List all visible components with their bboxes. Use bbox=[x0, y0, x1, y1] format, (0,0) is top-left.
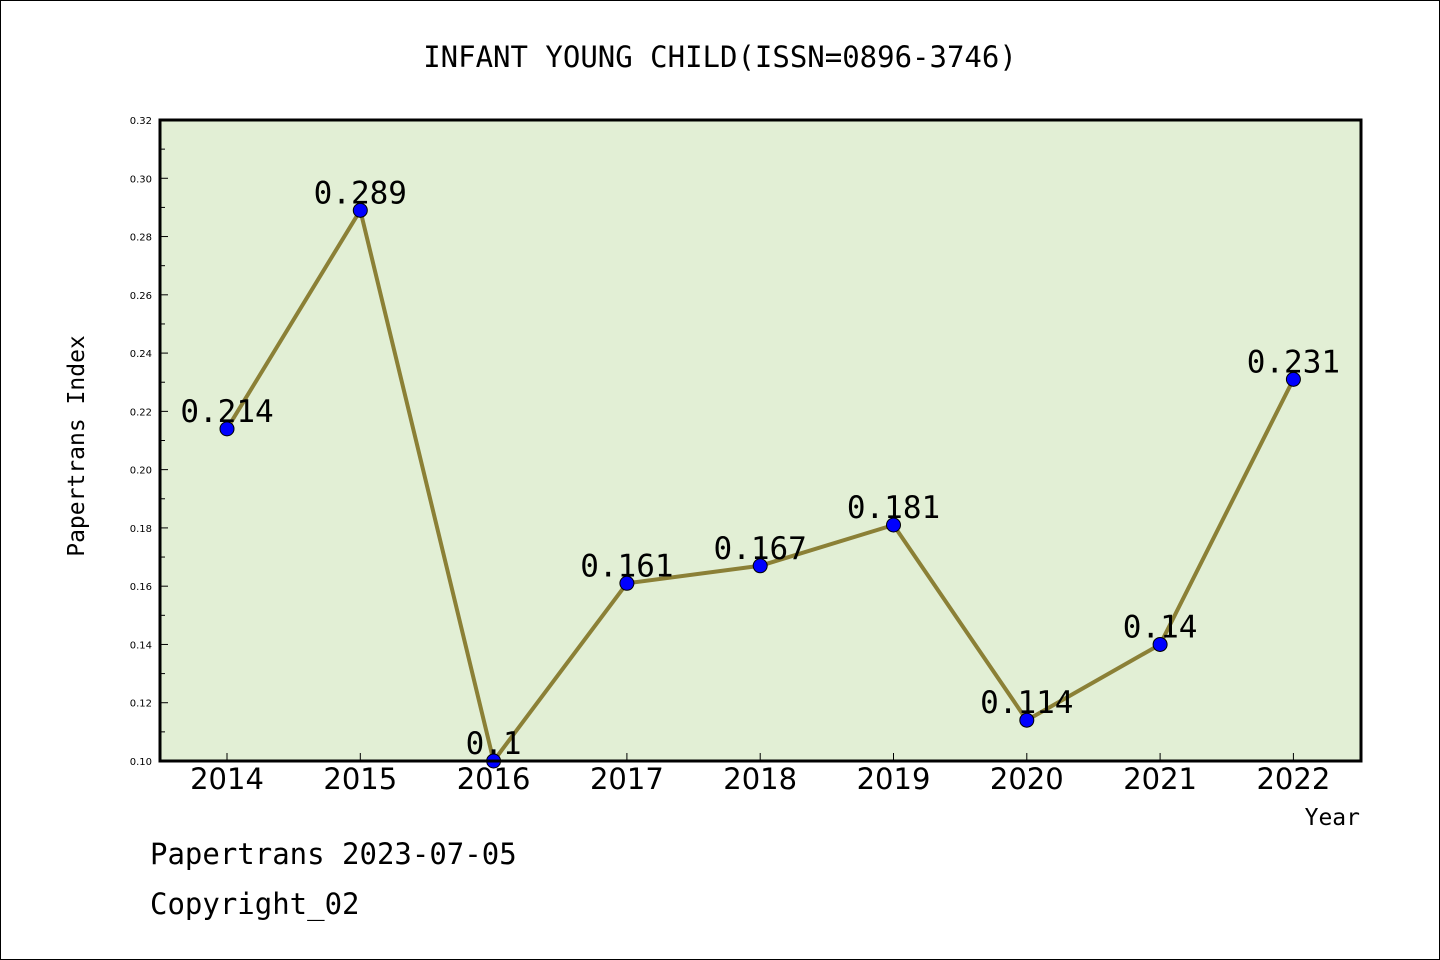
data-label: 0.231 bbox=[1247, 344, 1340, 380]
x-tick-label: 2021 bbox=[1123, 762, 1197, 796]
chart-title: INFANT YOUNG CHILD(ISSN=0896-3746) bbox=[423, 40, 1017, 74]
footer-date: Papertrans 2023-07-05 bbox=[150, 837, 517, 871]
plot-border bbox=[158, 118, 1363, 763]
data-label: 0.1 bbox=[466, 726, 522, 762]
data-label: 0.214 bbox=[180, 394, 273, 430]
x-tick-label: 2015 bbox=[323, 762, 397, 796]
x-tick-label: 2019 bbox=[857, 762, 931, 796]
plot-area bbox=[160, 120, 1361, 761]
data-point bbox=[1019, 712, 1035, 728]
data-point bbox=[352, 202, 368, 218]
data-label: 0.161 bbox=[580, 548, 673, 584]
footer-copyright: Copyright_02 bbox=[150, 887, 360, 922]
y-tick-label: 0.32 bbox=[130, 116, 152, 127]
data-point bbox=[1152, 636, 1168, 652]
y-tick-label: 0.26 bbox=[130, 291, 152, 302]
y-tick-label: 0.24 bbox=[130, 349, 152, 360]
y-tick-label: 0.10 bbox=[130, 757, 152, 768]
data-label: 0.181 bbox=[847, 490, 940, 526]
x-axis: 2014 2015 2016 2017 2018 2019 2020 2021 2022 bbox=[190, 753, 1330, 796]
data-point bbox=[752, 558, 768, 574]
data-label: 0.167 bbox=[714, 531, 807, 567]
y-tick-label: 0.16 bbox=[130, 582, 152, 593]
x-tick-label: 2018 bbox=[723, 762, 797, 796]
data-label: 0.289 bbox=[314, 175, 407, 211]
y-tick-label: 0.12 bbox=[130, 699, 152, 710]
x-axis-label: Year bbox=[1305, 805, 1360, 831]
x-tick-label: 2022 bbox=[1256, 762, 1330, 796]
y-tick-label: 0.14 bbox=[130, 640, 152, 651]
y-tick-label: 0.22 bbox=[130, 407, 152, 418]
data-point bbox=[1285, 371, 1301, 387]
series-line-group: 0.214 0.289 0.1 0.161 0.167 0.181 0.114 0.14 0.2… bbox=[180, 175, 1340, 769]
x-tick-label: 2020 bbox=[990, 762, 1064, 796]
data-point bbox=[886, 517, 901, 533]
y-tick-label: 0.28 bbox=[130, 233, 152, 244]
data-label: 0.114 bbox=[980, 685, 1073, 721]
data-label: 0.14 bbox=[1123, 609, 1198, 645]
data-point bbox=[619, 575, 635, 591]
y-tick-label: 0.18 bbox=[130, 524, 152, 535]
y-tick-label: 0.30 bbox=[130, 174, 152, 185]
data-point bbox=[219, 421, 235, 437]
y-axis-label: Papertrans Index bbox=[64, 335, 90, 557]
y-tick-label: 0.20 bbox=[130, 466, 152, 477]
y-axis: 0.10 0.12 0.14 0.16 0.18 0.20 0.22 0.24 0.26 0.28… bbox=[130, 116, 168, 768]
x-tick-label: 2017 bbox=[590, 762, 664, 796]
x-tick-label: 2014 bbox=[190, 762, 264, 796]
